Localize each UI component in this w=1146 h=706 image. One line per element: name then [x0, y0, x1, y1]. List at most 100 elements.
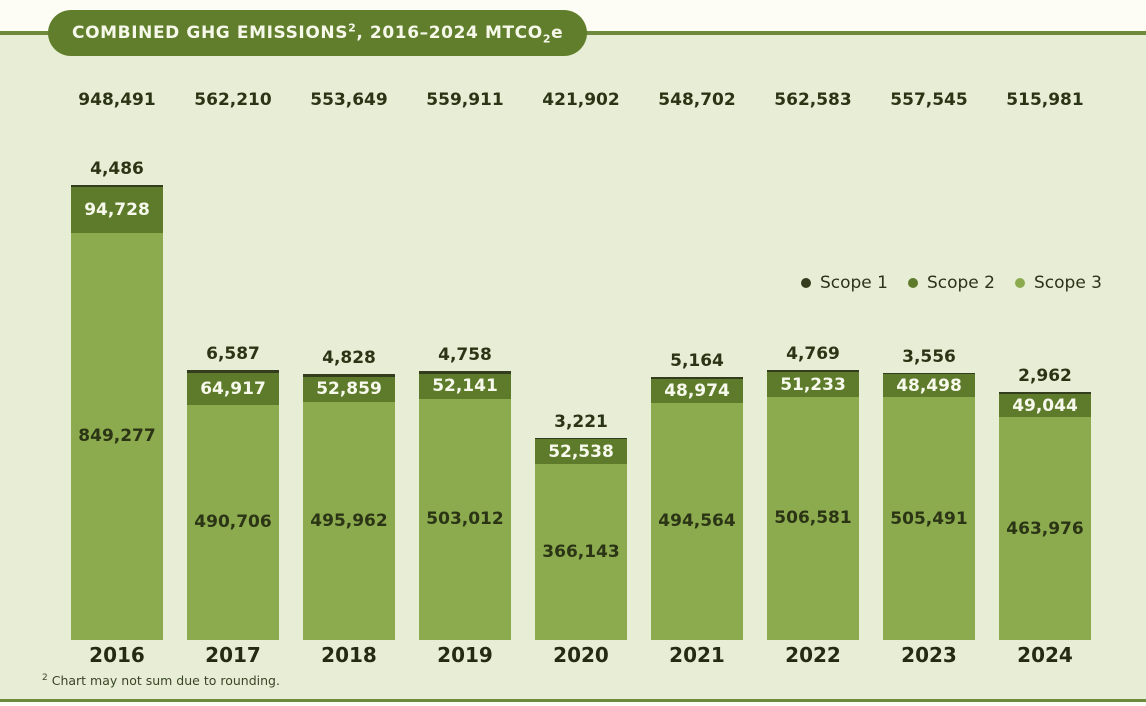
scope2-label-2020: 52,538: [548, 441, 614, 462]
year-label-2018: 2018: [321, 643, 377, 667]
total-label-2021: 548,702: [658, 90, 736, 110]
year-label-2024: 2024: [1017, 643, 1073, 667]
scope1-label-2017: 6,587: [206, 344, 260, 365]
footnote-marker: 2: [42, 673, 48, 683]
scope3-label-2024: 463,976: [1006, 518, 1084, 539]
chart-column-2017: 562,210 6,587 64,917 490,706 2017: [187, 0, 279, 706]
scope2-label-2017: 64,917: [200, 379, 266, 400]
bar-2019-segment-scope1: [419, 371, 511, 374]
year-label-2020: 2020: [553, 643, 609, 667]
chart-column-2020: 421,902 3,221 52,538 366,143 2020: [535, 0, 627, 706]
bar-2020-segment-scope3: [535, 464, 627, 640]
scope3-label-2021: 494,564: [658, 511, 736, 532]
scope2-label-2021: 48,974: [664, 381, 730, 401]
legend-label-scope3: Scope 3: [1033, 273, 1102, 293]
scope1-label-2018: 4,828: [322, 348, 376, 369]
bar-2019-segment-scope3: [419, 398, 511, 640]
chart-column-2019: 559,911 4,758 52,141 503,012 2019: [419, 0, 511, 706]
scope1-label-2016: 4,486: [90, 159, 144, 179]
year-label-2017: 2017: [205, 643, 261, 667]
bar-2022-segment-scope1: [767, 370, 859, 373]
bar-2018-segment-scope3: [303, 402, 395, 640]
bar-2017-segment-scope1: [187, 370, 279, 374]
bar-2020-segment-scope2: [535, 439, 627, 465]
scope1-label-2021: 5,164: [670, 350, 724, 371]
bar-2016-segment-scope1: [71, 185, 163, 188]
bar-2016-segment-scope3: [71, 232, 163, 640]
chart-column-2022: 562,583 4,769 51,233 506,581 2022: [767, 0, 859, 706]
scope2-label-2023: 48,498: [896, 375, 962, 396]
legend-label-scope2: Scope 2: [926, 273, 995, 293]
chart-title-suffix: e: [551, 23, 564, 43]
year-label-2021: 2021: [669, 643, 725, 667]
bar-2017: [187, 370, 279, 640]
bar-2023-segment-scope1: [883, 372, 975, 375]
legend-dot-scope3-icon: [1014, 278, 1025, 288]
scope1-label-2019: 4,758: [438, 345, 492, 366]
scope3-label-2018: 495,962: [310, 511, 388, 532]
total-label-2017: 562,210: [194, 90, 272, 110]
bar-2021-segment-scope3: [651, 402, 743, 640]
total-label-2023: 557,545: [890, 90, 968, 110]
bar-2016: [71, 185, 163, 640]
scope2-label-2022: 51,233: [780, 374, 846, 395]
legend-dot-scope1-icon: [800, 278, 811, 288]
bar-2024-segment-scope1: [999, 392, 1091, 394]
chart-column-2021: 548,702 5,164 48,974 494,564 2021: [651, 0, 743, 706]
legend-item-scope2: Scope 2: [907, 273, 995, 293]
legend: Scope 1 Scope 2 Scope 3: [800, 273, 1102, 293]
bar-2022-segment-scope3: [767, 396, 859, 640]
bar-2017-segment-scope2: [187, 373, 279, 405]
scope1-label-2022: 4,769: [786, 344, 840, 365]
bar-2024: [999, 392, 1091, 640]
scope3-label-2019: 503,012: [426, 509, 504, 530]
bar-2021-segment-scope1: [651, 376, 743, 380]
scope3-label-2023: 505,491: [890, 508, 968, 529]
bar-2018: [303, 374, 395, 640]
chart-column-2024: 515,981 2,962 49,044 463,976 2024: [999, 0, 1091, 706]
scope3-label-2016: 849,277: [78, 426, 156, 447]
total-label-2020: 421,902: [542, 90, 620, 110]
chart-title-footnote-marker: 2: [348, 21, 357, 35]
chart-title-text: COMBINED GHG EMISSIONS: [72, 23, 349, 43]
scope1-label-2020: 3,221: [554, 411, 608, 432]
scope2-label-2019: 52,141: [432, 376, 498, 397]
chart-title-co2-subscript: 2: [542, 32, 552, 46]
scope3-label-2020: 366,143: [542, 542, 620, 563]
year-label-2022: 2022: [785, 643, 841, 667]
bar-2021-segment-scope2: [651, 379, 743, 403]
legend-label-scope1: Scope 1: [819, 273, 888, 293]
legend-item-scope1: Scope 1: [800, 273, 888, 293]
bar-2018-segment-scope1: [303, 374, 395, 377]
bar-2024-segment-scope3: [999, 417, 1091, 640]
bar-2023: [883, 372, 975, 640]
bar-2016-segment-scope2: [71, 187, 163, 233]
chart-column-2018: 553,649 4,828 52,859 495,962 2018: [303, 0, 395, 706]
chart-title-pill: COMBINED GHG EMISSIONS2, 2016–2024 MTCO2…: [48, 10, 588, 56]
bar-2023-segment-scope3: [883, 397, 975, 640]
bar-2023-segment-scope2: [883, 374, 975, 398]
scope3-label-2017: 490,706: [194, 512, 272, 533]
bottom-divider-line: [0, 699, 1146, 702]
total-label-2018: 553,649: [310, 90, 388, 110]
year-label-2023: 2023: [901, 643, 957, 667]
total-label-2024: 515,981: [1006, 90, 1084, 110]
bar-2022-segment-scope2: [767, 372, 859, 397]
total-label-2022: 562,583: [774, 90, 852, 110]
year-label-2019: 2019: [437, 643, 493, 667]
legend-item-scope3: Scope 3: [1014, 273, 1102, 293]
scope1-label-2023: 3,556: [902, 346, 956, 367]
bar-2021: [651, 376, 743, 640]
bar-2019: [419, 371, 511, 640]
bar-2019-segment-scope2: [419, 373, 511, 399]
bar-2020-segment-scope1: [535, 437, 627, 440]
bar-2017-segment-scope3: [187, 404, 279, 640]
scope3-label-2022: 506,581: [774, 508, 852, 529]
scope2-label-2016: 94,728: [84, 199, 150, 220]
footnote-text: Chart may not sum due to rounding.: [51, 673, 280, 689]
legend-dot-scope2-icon: [907, 278, 918, 288]
total-label-2016: 948,491: [78, 90, 156, 110]
year-label-2016: 2016: [89, 643, 145, 667]
chart-column-2023: 557,545 3,556 48,498 505,491 2023: [883, 0, 975, 706]
